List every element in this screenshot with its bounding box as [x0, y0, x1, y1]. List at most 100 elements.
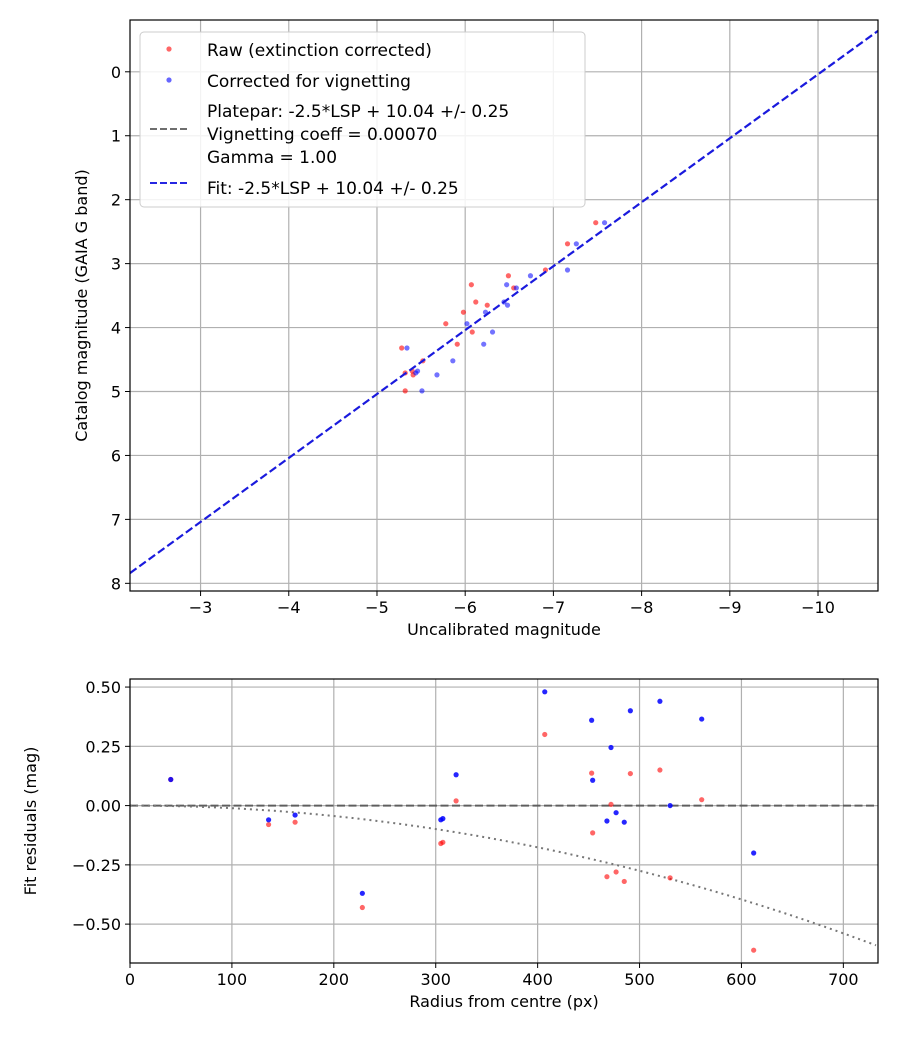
y-axis-label: Fit residuals (mag): [21, 747, 40, 896]
x-tick-label: −3: [189, 598, 213, 617]
x-tick-label: −7: [542, 598, 566, 617]
raw-point: [473, 299, 479, 305]
raw-point: [265, 821, 272, 828]
raw-point: [454, 341, 460, 347]
x-tick-label: −5: [365, 598, 389, 617]
corrected-point: [481, 341, 487, 347]
raw-point: [604, 874, 610, 880]
vignetting-curve: [130, 804, 877, 947]
x-tick-label: −10: [801, 598, 835, 617]
raw-point: [542, 731, 548, 738]
raw-point: [613, 869, 619, 875]
legend-label: Vignetting coeff = 0.00070: [207, 125, 437, 145]
y-tick-label: 1: [111, 127, 121, 146]
legend: Raw (extinction corrected) Corrected for …: [139, 31, 586, 208]
y-tick-label: −0.50: [72, 915, 121, 934]
y-tick-label: 7: [111, 510, 121, 529]
y-tick-label: 5: [111, 383, 121, 402]
corrected-point: [613, 810, 619, 816]
raw-point: [453, 798, 459, 804]
corrected-point: [573, 241, 579, 247]
x-tick-label: −8: [630, 598, 654, 617]
raw-point: [657, 767, 663, 773]
raw-point: [542, 267, 549, 273]
corrected-point: [359, 890, 365, 896]
raw-point: [399, 345, 405, 351]
fit-line: [130, 29, 878, 574]
axes-frame: [129, 19, 879, 592]
raw-point: [608, 801, 614, 808]
y-tick-label: 8: [111, 574, 121, 593]
raw-point: [627, 770, 633, 777]
corrected-point: [751, 850, 757, 856]
x-tick-label: 100: [217, 970, 248, 989]
plot-area: [130, 689, 878, 953]
bottom-chart: 0 100 200 300 400 500 600 700 −0.50 −0.25 0.00 0.25…: [21, 678, 879, 1011]
corrected-point: [292, 812, 298, 818]
raw-point: [292, 819, 298, 825]
corrected-point: [621, 819, 627, 825]
corrected-point: [489, 329, 496, 335]
legend-label: Corrected for vignetting: [207, 72, 411, 92]
y-tick-label: −0.25: [72, 856, 121, 875]
corrected-point: [627, 708, 633, 714]
corrected-point: [265, 817, 272, 823]
corrected-point: [608, 744, 614, 751]
raw-point: [589, 770, 595, 776]
x-tick-label: 400: [522, 970, 553, 989]
y-tick-label: 0.50: [85, 678, 121, 697]
raw-point: [667, 875, 673, 881]
corrected-point: [440, 816, 446, 822]
raw-point: [402, 388, 408, 394]
y-tick-label: 0.25: [85, 737, 121, 756]
legend-box: [139, 31, 586, 208]
x-tick-label: 300: [420, 970, 451, 989]
x-tick-label: 0: [125, 970, 135, 989]
corrected-point: [404, 345, 410, 351]
x-tick-label: −9: [718, 598, 742, 617]
legend-label: Gamma = 1.00: [207, 148, 337, 168]
corrected-point: [413, 370, 419, 376]
y-tick-label: 4: [111, 319, 121, 338]
corrected-point: [699, 716, 705, 722]
x-axis-label: Uncalibrated magnitude: [407, 620, 601, 639]
raw-point: [484, 302, 490, 308]
raw-point: [621, 878, 627, 885]
plot-area: [130, 29, 878, 574]
raw-point: [443, 321, 449, 327]
raw-point: [593, 220, 599, 226]
x-tick-label: 600: [726, 970, 757, 989]
corrected-point: [453, 772, 459, 778]
raw-point: [564, 241, 571, 247]
corrected-point: [464, 321, 470, 327]
y-tick-label: 0.00: [85, 797, 121, 816]
raw-point: [468, 282, 474, 288]
legend-label: Fit: -2.5*LSP + 10.04 +/- 0.25: [207, 179, 459, 199]
corrected-point: [604, 818, 610, 824]
x-tick-label: 500: [624, 970, 655, 989]
x-axis-label: Radius from centre (px): [409, 992, 598, 1011]
raw-point: [505, 273, 512, 279]
raw-point: [590, 830, 596, 836]
y-tick-label: 3: [111, 255, 121, 274]
corrected-point: [434, 372, 440, 378]
legend-marker: [166, 77, 172, 83]
raw-point: [699, 797, 705, 803]
legend-label: Platepar: -2.5*LSP + 10.04 +/- 0.25: [207, 102, 509, 122]
corrected-point: [168, 776, 174, 783]
y-tick-label: 0: [111, 63, 121, 82]
raw-point: [359, 904, 365, 911]
x-tick-label: 700: [828, 970, 859, 989]
x-tick-label: −6: [453, 598, 477, 617]
corrected-point: [657, 698, 663, 704]
corrected-point: [667, 802, 673, 809]
raw-point: [440, 839, 446, 845]
corrected-point: [601, 220, 608, 226]
corrected-point: [527, 273, 534, 279]
legend-label: Raw (extinction corrected): [207, 41, 432, 61]
corrected-point: [590, 777, 596, 783]
corrected-point: [419, 388, 425, 394]
raw-point: [469, 329, 475, 335]
corrected-point: [513, 285, 519, 291]
